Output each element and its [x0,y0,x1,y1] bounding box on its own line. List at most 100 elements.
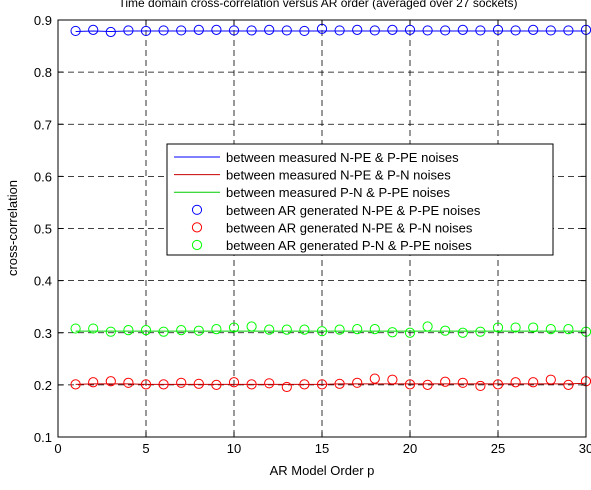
series-markers-4 [70,373,591,393]
legend-marker-swatch [191,204,203,215]
data-point [228,25,240,36]
data-point [334,378,345,389]
legend-label: between measured P-N & P-PE noises [226,185,450,200]
x-tick-label: 5 [142,441,149,456]
data-point [352,377,363,388]
y-tick-label: 0.1 [34,430,52,445]
y-axis-label: cross-correlation [5,180,20,276]
data-point [528,24,539,36]
data-point [140,25,152,37]
data-point [440,25,451,36]
data-point [475,380,486,392]
tick-layer: 0 5 10 15 20 25 30 0.1 0.2 0.3 0.4 0.5 0.6 0.7 0.8 0.9 [34,13,591,456]
data-point [528,322,539,333]
legend-label: between measured N-PE & P-N noises [226,168,451,183]
data-point [193,325,204,336]
data-point [299,379,310,390]
data-point [492,322,504,333]
data-point [299,324,310,335]
data-point [281,381,292,393]
data-point [264,378,275,389]
data-point [176,25,187,36]
data-point [369,373,380,384]
data-point [475,326,486,337]
data-point [316,379,328,390]
data-point [105,326,116,337]
data-point [440,325,451,336]
data-point [528,377,539,388]
legend-label: between measured N-PE & P-PE noises [226,150,459,165]
data-layer [70,23,591,393]
data-point [299,25,310,37]
data-point [264,24,275,36]
data-point [422,379,433,390]
data-point [422,25,433,36]
data-point [387,374,398,385]
data-point [404,24,416,36]
y-tick-label: 0.4 [34,274,52,289]
legend-label: between AR generated N-PE & P-PE noises [226,203,481,218]
data-point [492,379,504,390]
data-point [510,377,521,388]
data-point [510,25,521,36]
x-tick-label: 15 [315,441,329,456]
data-point [545,324,556,335]
data-point [211,24,222,36]
x-axis-label: AR Model Order p [270,463,375,478]
data-point [158,25,169,36]
data-point [422,321,433,332]
data-point [457,327,468,338]
data-point [387,327,398,338]
data-point [246,25,257,36]
chart-title: Time domain cross-correlation versus AR … [118,0,517,10]
y-tick-label: 0.5 [34,222,52,237]
data-point [352,24,363,36]
data-point [123,325,134,336]
data-point [545,25,556,36]
data-point [563,379,574,390]
data-point [563,324,574,335]
data-point [70,323,81,334]
legend: between measured N-PE & P-PE noises betwe… [166,143,554,256]
data-point [193,378,204,389]
x-tick-label: 0 [54,441,61,456]
data-point [211,379,222,390]
data-point [123,377,134,388]
data-point [228,377,240,388]
data-point [228,322,240,333]
x-tick-label: 10 [227,441,241,456]
data-point [88,24,99,36]
y-tick-label: 0.6 [34,169,52,184]
data-point [246,379,257,390]
legend-label: between AR generated N-PE & P-N noises [226,220,473,235]
data-point [334,25,345,36]
data-point [457,377,468,388]
data-point [404,379,416,390]
x-tick-label: 25 [491,441,505,456]
data-point [70,25,81,37]
data-point [176,325,187,336]
data-point [70,379,81,390]
data-point [387,24,398,36]
data-point [176,377,187,388]
data-point [369,25,380,36]
y-tick-label: 0.8 [34,65,52,80]
data-point [334,324,345,335]
y-tick-label: 0.9 [34,13,52,28]
data-point [123,25,134,36]
legend-marker-swatch [191,239,203,251]
data-point [404,327,416,338]
data-point [369,324,380,335]
data-point [264,324,275,335]
data-point [545,374,556,385]
data-point [105,376,116,387]
data-point [105,26,116,38]
legend-label: between AR generated P-N & P-PE noises [226,238,472,253]
data-point [88,377,99,388]
data-point [492,24,504,36]
data-point [88,323,99,334]
data-point [563,25,574,36]
data-point [457,24,468,36]
